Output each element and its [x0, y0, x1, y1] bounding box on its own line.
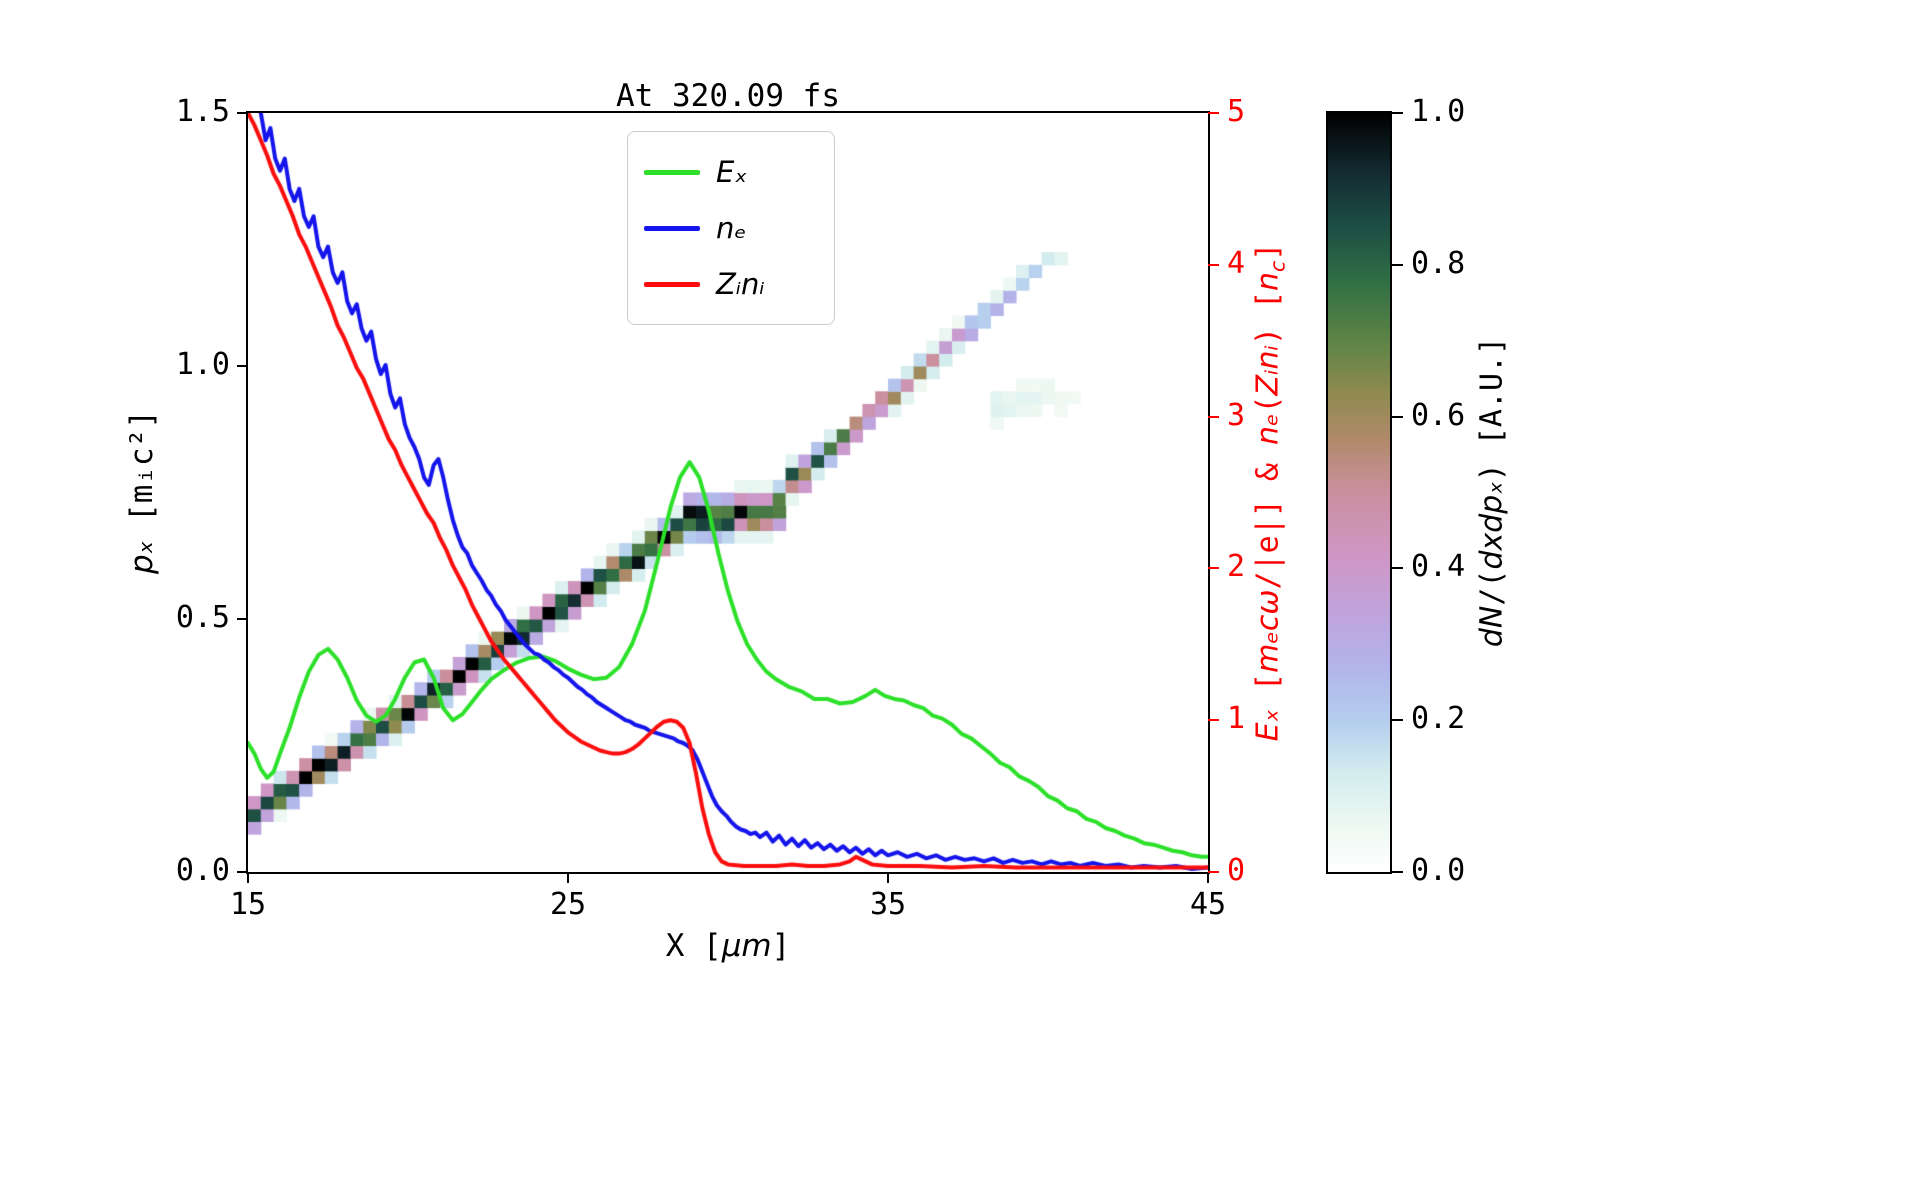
- label-segment: Eₓ: [1250, 709, 1286, 742]
- label-segment: /|e|] &: [1250, 445, 1286, 590]
- colorbar-tick-mark: [1392, 263, 1403, 266]
- label-segment: Zᵢnᵢ: [716, 267, 765, 301]
- label-segment: ]: [771, 928, 791, 964]
- label-segment: pₓ: [124, 540, 160, 575]
- y-axis-right-label: Eₓ [mₑcω/|e|] & nₑ(Zᵢnᵢ) [nc]: [1251, 243, 1290, 742]
- y-left-tick-mark: [237, 112, 248, 114]
- label-segment: c: [1265, 260, 1290, 272]
- x-tick-mark: [247, 872, 249, 883]
- legend-label: nₑ: [716, 211, 746, 245]
- legend-line-sample: [644, 169, 700, 175]
- y-right-tick-label: 5: [1227, 94, 1246, 129]
- y-left-tick-label: 0.0: [175, 853, 230, 888]
- label-segment: X [: [665, 928, 722, 964]
- colorbar-tick-mark: [1392, 112, 1403, 114]
- x-axis-label: X [μm]: [666, 928, 791, 964]
- y-right-tick-mark: [1208, 263, 1219, 266]
- label-segment: nₑ: [1250, 413, 1286, 446]
- colorbar-gradient: [1328, 113, 1390, 872]
- label-segment: nₑ: [716, 211, 747, 245]
- colorbar-tick-mark: [1392, 567, 1403, 570]
- label-segment: Eₓ: [716, 155, 748, 189]
- y-right-tick-mark: [1208, 719, 1219, 722]
- label-segment: μm: [721, 928, 772, 964]
- legend-label: Zᵢnᵢ: [716, 267, 765, 301]
- y-right-tick-label: 0: [1227, 853, 1246, 888]
- label-segment: dxdpₓ: [1474, 481, 1510, 570]
- colorbar-tick-mark: [1392, 871, 1403, 873]
- x-tick-mark: [887, 872, 889, 883]
- colorbar-tick-label: 0.4: [1411, 549, 1466, 585]
- label-segment: n: [1250, 271, 1286, 291]
- colorbar: [1326, 111, 1392, 874]
- y-left-tick-mark: [237, 871, 248, 873]
- y-right-tick-label: 1: [1227, 701, 1246, 737]
- label-segment: ]: [1250, 242, 1286, 261]
- label-segment: (: [1250, 395, 1286, 414]
- label-segment: mₑcω: [1250, 589, 1286, 673]
- y-axis-left-label: pₓ [mᵢc²]: [124, 410, 160, 574]
- y-right-tick-label: 3: [1227, 397, 1246, 433]
- x-tick-label: 15: [229, 887, 267, 922]
- legend-label: Eₓ: [716, 155, 747, 189]
- colorbar-label: dN/(dxdpₓ) [A.U.]: [1475, 337, 1510, 647]
- label-segment: [: [1250, 672, 1286, 710]
- y-left-tick-mark: [237, 618, 248, 620]
- x-tick-mark: [567, 872, 569, 883]
- x-tick-label: 25: [549, 887, 587, 922]
- colorbar-tick-label: 0.2: [1411, 701, 1466, 737]
- y-right-tick-mark: [1208, 415, 1219, 418]
- colorbar-tick-label: 0.8: [1411, 245, 1466, 281]
- label-segment: /(: [1474, 569, 1510, 606]
- colorbar-tick-label: 1.0: [1411, 94, 1466, 129]
- y-right-tick-mark: [1208, 112, 1219, 114]
- legend-entry-zini: Zᵢnᵢ: [644, 256, 818, 312]
- y-right-tick-label: 4: [1227, 245, 1246, 281]
- y-right-tick-mark: [1208, 567, 1219, 570]
- label-segment: dN: [1474, 605, 1510, 648]
- legend-entry-ne: nₑ: [644, 200, 818, 256]
- y-left-tick-label: 0.5: [175, 600, 230, 635]
- y-left-tick-mark: [237, 365, 248, 367]
- colorbar-tick-label: 0.0: [1411, 853, 1466, 888]
- y-left-tick-label: 1.5: [175, 94, 230, 129]
- x-tick-label: 35: [869, 887, 907, 922]
- legend: Eₓ nₑ Zᵢnᵢ: [627, 131, 835, 325]
- y-right-tick-mark: [1208, 871, 1219, 873]
- plot-title: At 320.09 fs: [616, 78, 840, 114]
- label-segment: [mᵢc²]: [124, 409, 160, 541]
- legend-entry-ex: Eₓ: [644, 144, 818, 200]
- legend-line-sample: [644, 281, 700, 287]
- label-segment: ) [: [1250, 290, 1286, 346]
- label-segment: Zᵢnᵢ: [1250, 345, 1286, 396]
- label-segment: ) [A.U.]: [1474, 336, 1510, 482]
- x-tick-mark: [1207, 872, 1209, 883]
- x-tick-label: 45: [1189, 887, 1227, 922]
- colorbar-tick-mark: [1392, 719, 1403, 722]
- y-right-tick-label: 2: [1227, 549, 1246, 585]
- y-left-tick-label: 1.0: [175, 347, 230, 382]
- legend-line-sample: [644, 225, 700, 231]
- colorbar-tick-mark: [1392, 415, 1403, 418]
- colorbar-tick-label: 0.6: [1411, 397, 1466, 433]
